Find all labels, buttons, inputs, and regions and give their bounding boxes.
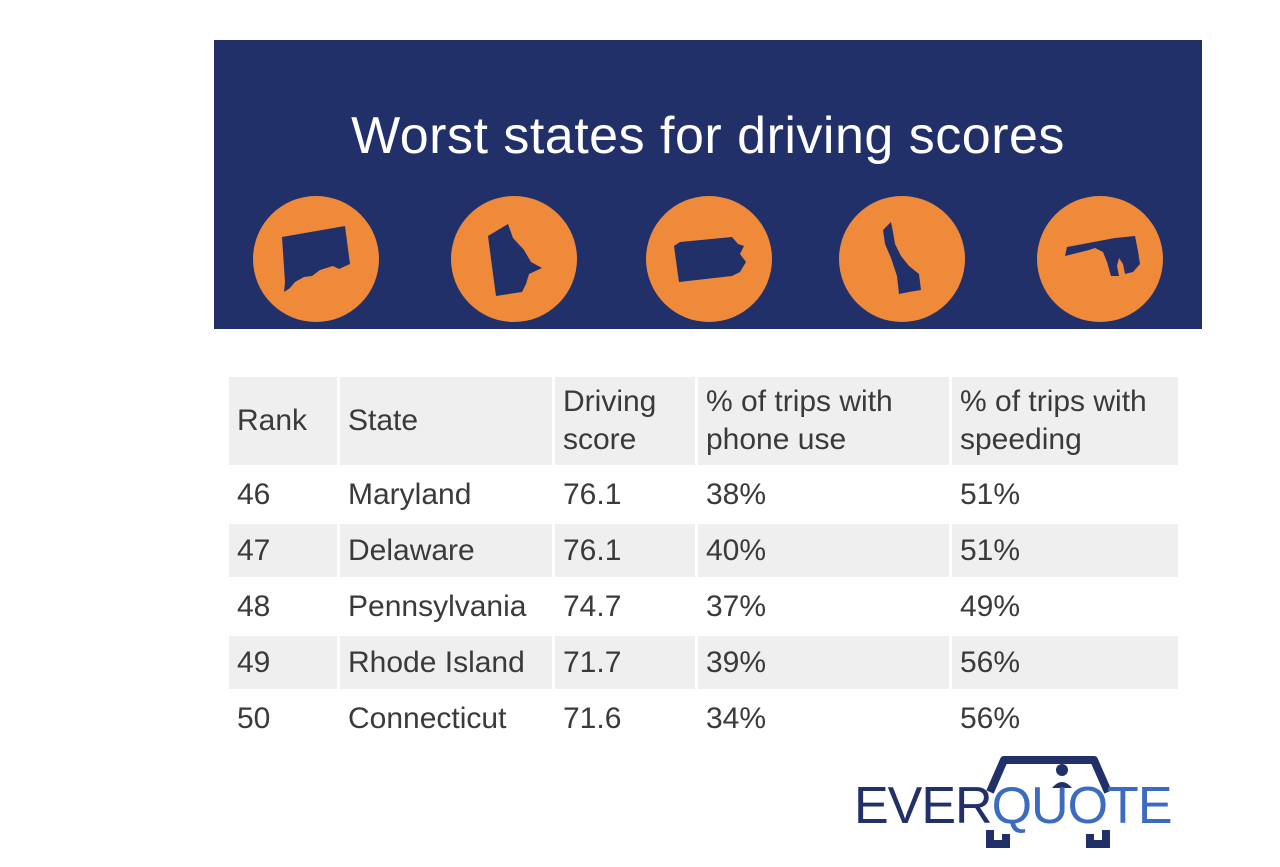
cell-phone-use: 40% (698, 524, 949, 577)
cell-phone-use: 37% (706, 589, 767, 623)
car-outline-icon (986, 756, 1112, 848)
logo-part-ever: EVER (854, 777, 993, 835)
logo-wordmark: EVERQUOTE (854, 776, 1173, 836)
banner-title: Worst states for driving scores (351, 107, 1065, 165)
header-line: State (348, 404, 419, 437)
cell-driving-score: 76.1 (563, 477, 622, 511)
pennsylvania-map-icon (646, 196, 772, 322)
column-header-driving-score: Driving score (555, 377, 695, 465)
table-row: 46 Maryland 76.1 38% 51% (229, 468, 1178, 521)
header-line: phone use (706, 423, 847, 456)
cell-state: Delaware (340, 524, 552, 577)
cell-speeding: 51% (960, 477, 1021, 511)
cell-speeding: 56% (960, 701, 1021, 735)
header-line: % of trips with (960, 385, 1147, 418)
cell-speeding: 56% (952, 636, 1178, 689)
cell-driving-score: 71.6 (563, 701, 622, 735)
header-line: speeding (960, 423, 1082, 456)
table-row: 48 Pennsylvania 74.7 37% 49% (229, 580, 1178, 633)
header-line: % of trips with (706, 385, 893, 418)
cell-rank: 46 (237, 477, 271, 511)
table-row: 50 Connecticut 71.6 34% 56% (229, 692, 1178, 745)
cell-state: Connecticut (348, 701, 507, 735)
cell-driving-score: 71.7 (555, 636, 695, 689)
header-line: score (563, 423, 637, 456)
header-line: Rank (237, 404, 308, 437)
rhode-island-map-icon (451, 196, 577, 322)
cell-driving-score: 74.7 (563, 589, 622, 623)
cell-rank: 49 (229, 636, 337, 689)
maryland-map-icon (1037, 196, 1163, 322)
header-line: Driving (563, 385, 657, 418)
table-row: 47 Delaware 76.1 40% 51% (229, 524, 1178, 577)
driving-scores-table: Rank State Driving score % of trips with… (226, 374, 1181, 748)
cell-driving-score: 76.1 (555, 524, 695, 577)
column-header-speeding: % of trips with speeding (952, 377, 1178, 465)
logo-part-quote: QUOTE (991, 777, 1173, 835)
cell-state: Pennsylvania (348, 589, 527, 623)
cell-phone-use: 34% (706, 701, 767, 735)
cell-state: Maryland (348, 477, 472, 511)
cell-speeding: 51% (952, 524, 1178, 577)
title-banner: Worst states for driving scores (214, 40, 1202, 329)
column-header-phone-use: % of trips with phone use (698, 377, 949, 465)
everquote-logo: EVERQUOTE (850, 752, 1173, 856)
connecticut-map-icon (253, 196, 379, 322)
table-row: 49 Rhode Island 71.7 39% 56% (229, 636, 1178, 689)
cell-speeding: 49% (960, 589, 1021, 623)
cell-phone-use: 38% (706, 477, 767, 511)
column-header-state: State (340, 377, 552, 465)
cell-state: Rhode Island (340, 636, 552, 689)
cell-phone-use: 39% (698, 636, 949, 689)
delaware-map-icon (839, 196, 965, 322)
cell-rank: 47 (229, 524, 337, 577)
cell-rank: 50 (237, 701, 271, 735)
cell-rank: 48 (237, 589, 271, 623)
column-header-rank: Rank (229, 377, 337, 465)
table-header-row: Rank State Driving score % of trips with… (229, 377, 1178, 465)
